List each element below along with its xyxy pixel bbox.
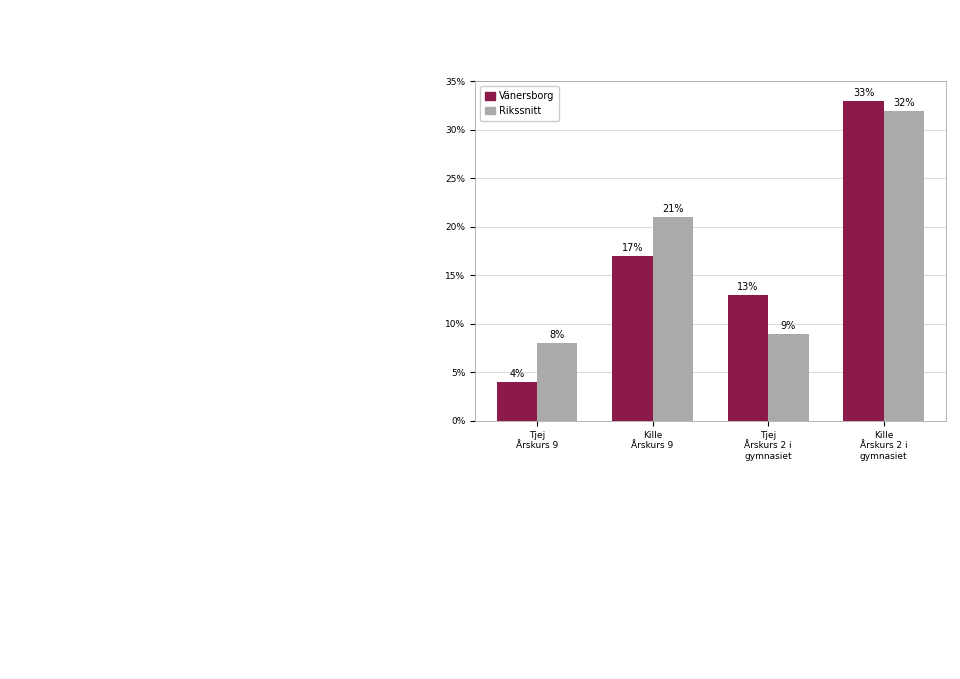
Bar bbox=[537, 344, 578, 421]
Text: 4%: 4% bbox=[509, 369, 524, 380]
Bar bbox=[728, 295, 768, 421]
Text: 33%: 33% bbox=[852, 88, 875, 98]
Bar bbox=[496, 382, 537, 421]
Bar bbox=[768, 333, 808, 421]
Text: 13%: 13% bbox=[737, 282, 758, 292]
Bar bbox=[884, 111, 924, 421]
Text: 21%: 21% bbox=[662, 204, 684, 215]
Text: 17%: 17% bbox=[622, 243, 643, 253]
Bar bbox=[843, 101, 884, 421]
Text: 9%: 9% bbox=[780, 320, 796, 331]
Bar bbox=[653, 217, 693, 421]
Bar bbox=[612, 256, 653, 421]
Text: 32%: 32% bbox=[893, 98, 915, 108]
Legend: Vänersborg, Rikssnitt: Vänersborg, Rikssnitt bbox=[480, 86, 559, 121]
Text: 8%: 8% bbox=[550, 331, 564, 340]
